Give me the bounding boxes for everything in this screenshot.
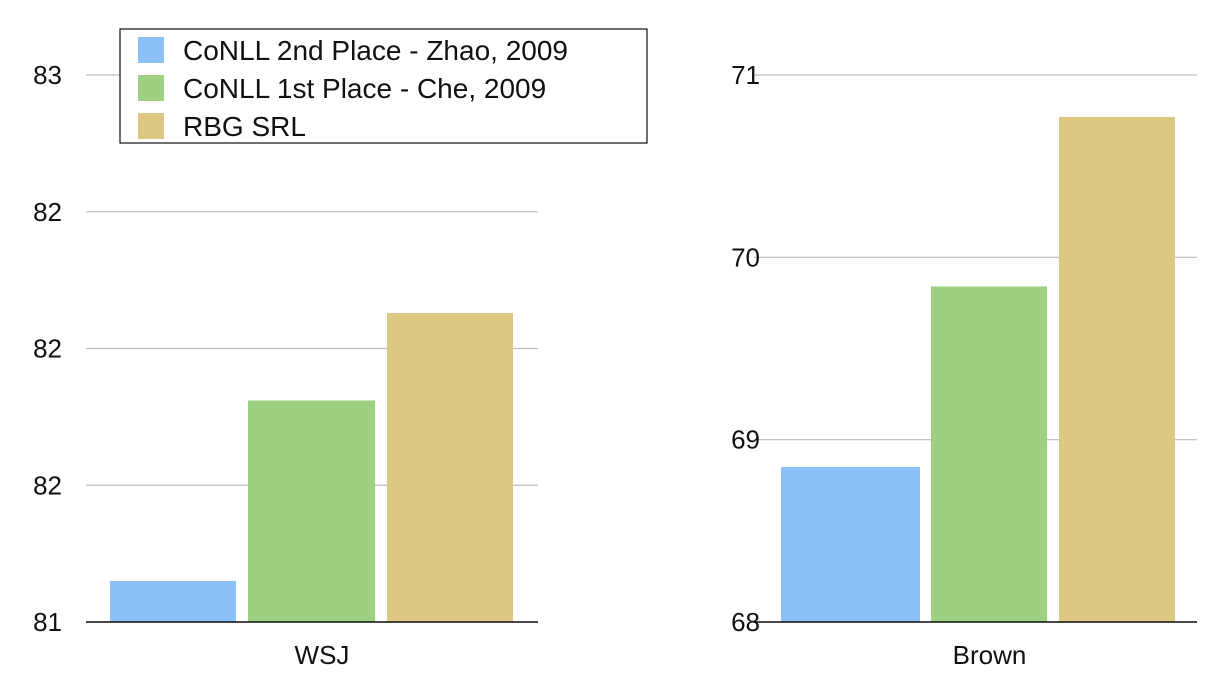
y-tick-label: 82 bbox=[33, 197, 62, 227]
legend-swatch bbox=[138, 37, 164, 63]
x-category-label: Brown bbox=[953, 640, 1027, 670]
y-tick-label: 81 bbox=[33, 607, 62, 637]
bar bbox=[248, 400, 375, 622]
y-tick-label: 71 bbox=[731, 60, 760, 90]
legend-swatch bbox=[138, 113, 164, 139]
y-tick-label: 82 bbox=[33, 334, 62, 364]
bar bbox=[781, 467, 920, 622]
y-tick-label: 82 bbox=[33, 470, 62, 500]
legend-label: RBG SRL bbox=[183, 111, 306, 142]
bar bbox=[387, 312, 513, 622]
bar bbox=[110, 580, 236, 622]
legend-swatch bbox=[138, 75, 164, 101]
panel-wsj: 81 82 82 82 83 WSJ bbox=[33, 60, 538, 670]
bar bbox=[1059, 116, 1175, 622]
legend-label: CoNLL 2nd Place - Zhao, 2009 bbox=[183, 35, 568, 66]
y-tick-label: 69 bbox=[731, 425, 760, 455]
y-tick-label: 70 bbox=[731, 242, 760, 272]
legend-label: CoNLL 1st Place - Che, 2009 bbox=[183, 73, 546, 104]
y-tick-label: 83 bbox=[33, 60, 62, 90]
legend: CoNLL 2nd Place - Zhao, 2009 CoNLL 1st Pl… bbox=[119, 28, 648, 144]
x-category-label: WSJ bbox=[295, 640, 350, 670]
legend-box bbox=[119, 28, 648, 144]
bar bbox=[931, 286, 1047, 622]
